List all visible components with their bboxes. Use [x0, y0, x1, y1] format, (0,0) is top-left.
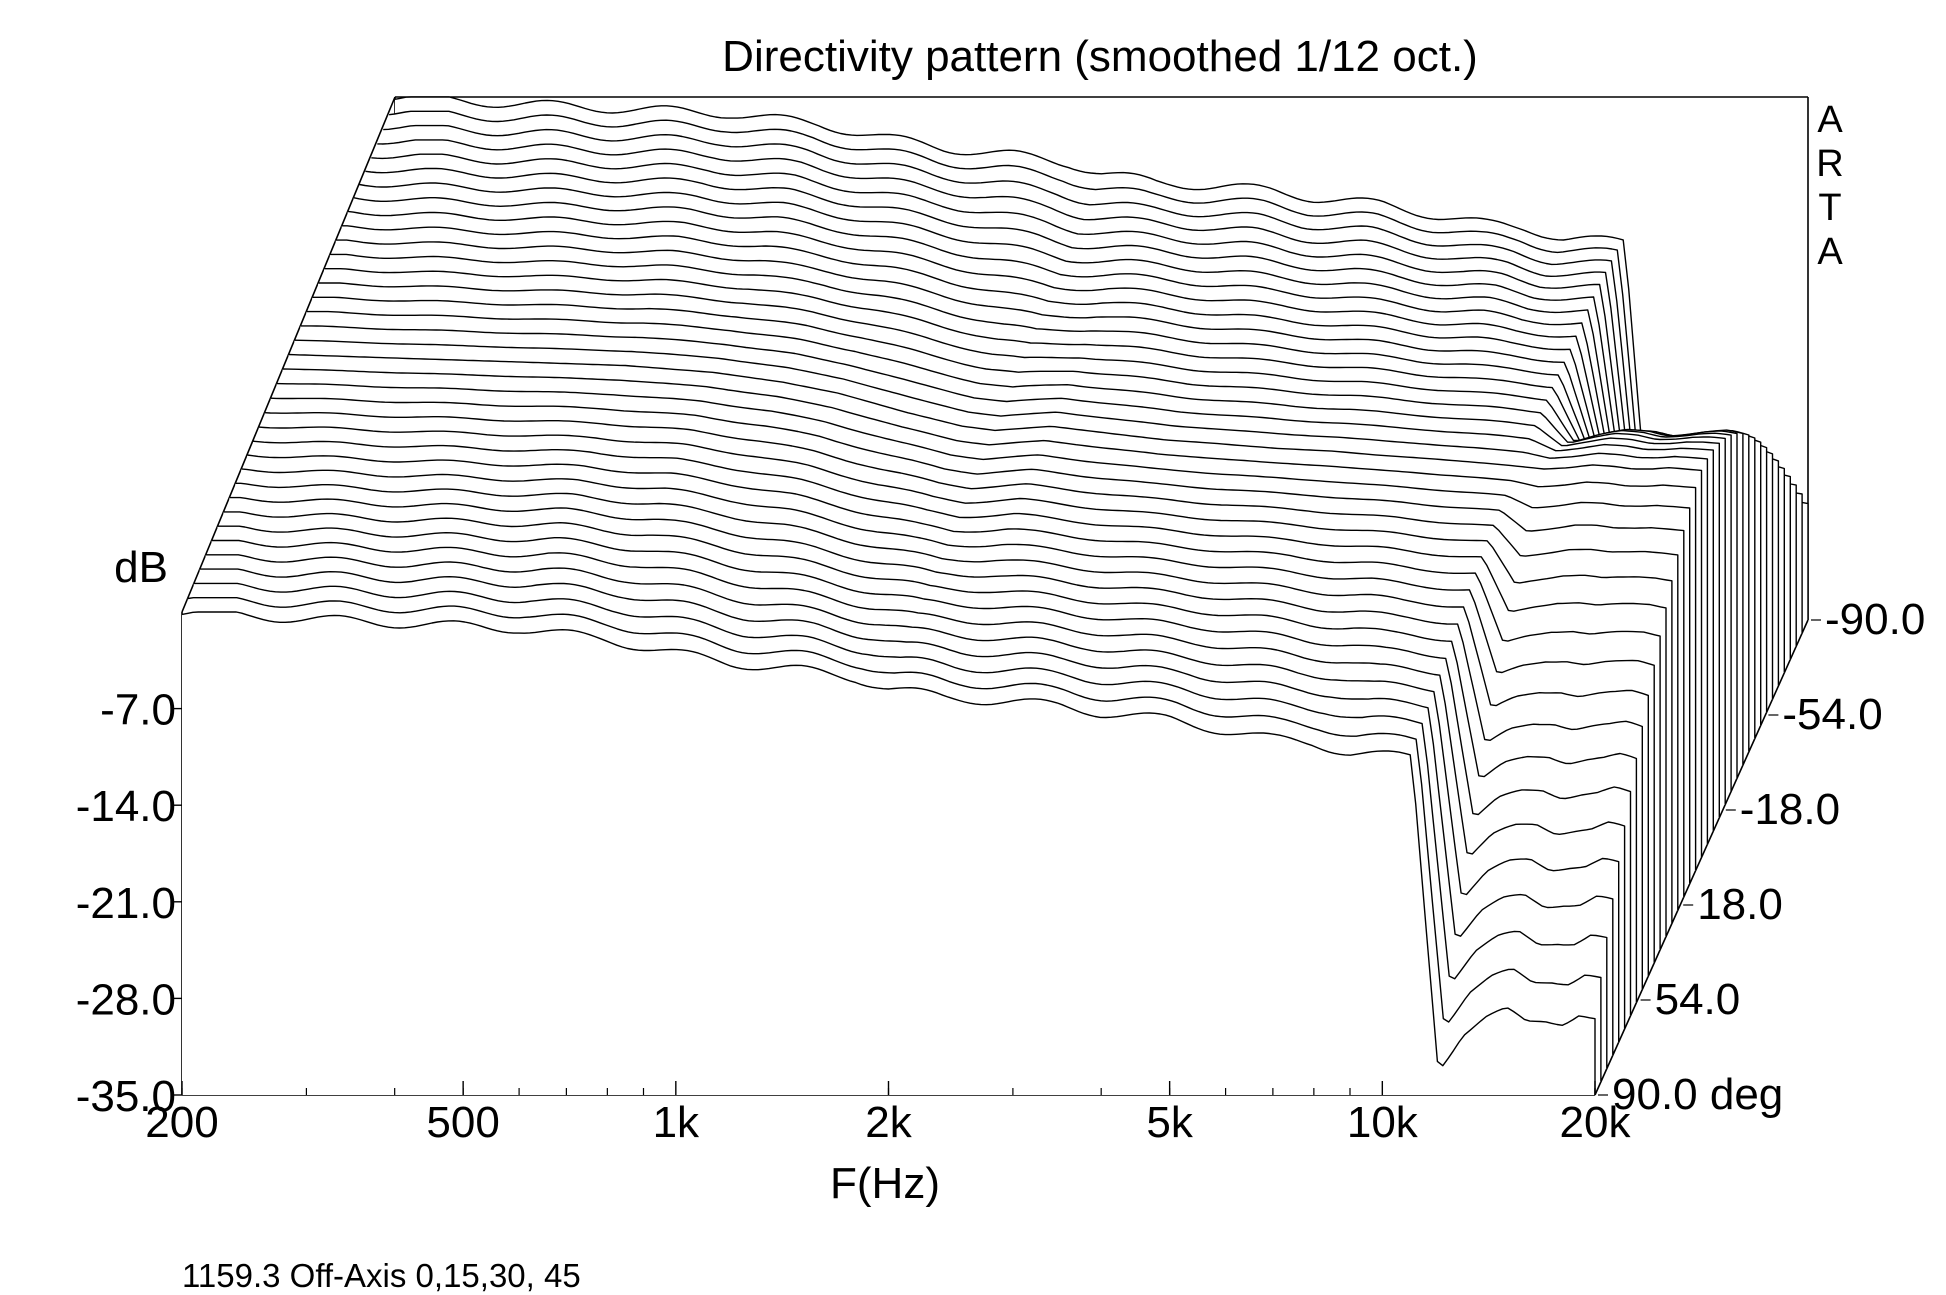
curve-line	[181, 611, 1596, 1095]
curve-line	[329, 253, 1744, 766]
curve-line	[258, 426, 1673, 924]
chart-title: Directivity pattern (smoothed 1/12 oct.)	[722, 32, 1478, 81]
curve-line	[241, 468, 1655, 964]
brand-letter: A	[1817, 231, 1843, 273]
x-tick-label: 1k	[653, 1098, 700, 1147]
y-tick-label: -35.0	[76, 1072, 176, 1121]
x-tick-label: 2k	[865, 1098, 912, 1147]
curve-line	[294, 339, 1709, 845]
curve-line	[377, 139, 1791, 660]
curve-line	[324, 268, 1738, 779]
curve-line	[300, 325, 1714, 832]
y-axis-label: dB	[114, 543, 168, 592]
curve-line	[217, 525, 1632, 1016]
z-tick-label: -18.0	[1740, 785, 1840, 834]
x-axis-label: F(Hz)	[830, 1159, 940, 1208]
curve-line	[229, 496, 1643, 990]
y-tick-label: -28.0	[76, 975, 176, 1024]
brand-letter: T	[1818, 187, 1841, 229]
curve-line	[223, 511, 1638, 1003]
brand-letter: R	[1816, 143, 1843, 185]
z-tick-label: 54.0	[1655, 975, 1741, 1024]
z-tick-label: 90.0 deg	[1612, 1070, 1783, 1119]
curve-line	[341, 225, 1756, 739]
curve-line	[306, 310, 1720, 818]
x-tick-label: 500	[426, 1098, 499, 1147]
curve-line	[211, 539, 1626, 1029]
z-tick-label: 18.0	[1697, 880, 1783, 929]
axis-labels: 200 500 1k 2k 5k 10k 20k -7.0 -14.0 -21.0 -28.0 -35…	[76, 595, 1926, 1147]
x-tick-label: 10k	[1347, 1098, 1419, 1147]
curve-fill	[182, 612, 1595, 1095]
curve-line	[252, 440, 1667, 937]
curve-line	[359, 182, 1774, 700]
curve-line	[371, 153, 1785, 673]
x-tick-label: 200	[145, 1098, 218, 1147]
curve-line	[394, 96, 1809, 620]
x-tick-label: 20k	[1560, 1098, 1632, 1147]
curve-line	[353, 197, 1768, 713]
curve-line	[312, 296, 1726, 805]
y-tick-label: -21.0	[76, 879, 176, 928]
curve-line	[199, 568, 1614, 1056]
brand-letter: A	[1817, 99, 1843, 141]
curve-line	[235, 482, 1649, 977]
curve-line	[365, 167, 1780, 686]
curve-line	[187, 597, 1602, 1082]
y-tick-label: -14.0	[76, 782, 176, 831]
z-tick-label: -54.0	[1782, 690, 1882, 739]
curve-line	[264, 412, 1679, 911]
curve-line	[276, 382, 1691, 884]
curve-line	[335, 239, 1750, 752]
curve-line	[247, 454, 1661, 950]
curve-line	[288, 353, 1703, 858]
curve-line	[193, 582, 1608, 1069]
curve-line	[389, 110, 1803, 634]
curve-line	[205, 554, 1620, 1043]
z-tick-label: -90.0	[1825, 595, 1925, 644]
curve-line	[347, 210, 1762, 726]
curve-line	[282, 368, 1697, 871]
waterfall-curves	[181, 96, 1809, 1095]
x-tick-label: 5k	[1146, 1098, 1193, 1147]
caption: 1159.3 Off-Axis 0,15,30, 45	[182, 1257, 581, 1294]
y-tick-label: -7.0	[100, 686, 176, 735]
curve-line	[318, 282, 1732, 792]
curve-line	[383, 124, 1797, 647]
axis-ticks	[174, 619, 1821, 1096]
curve-line	[270, 397, 1685, 898]
